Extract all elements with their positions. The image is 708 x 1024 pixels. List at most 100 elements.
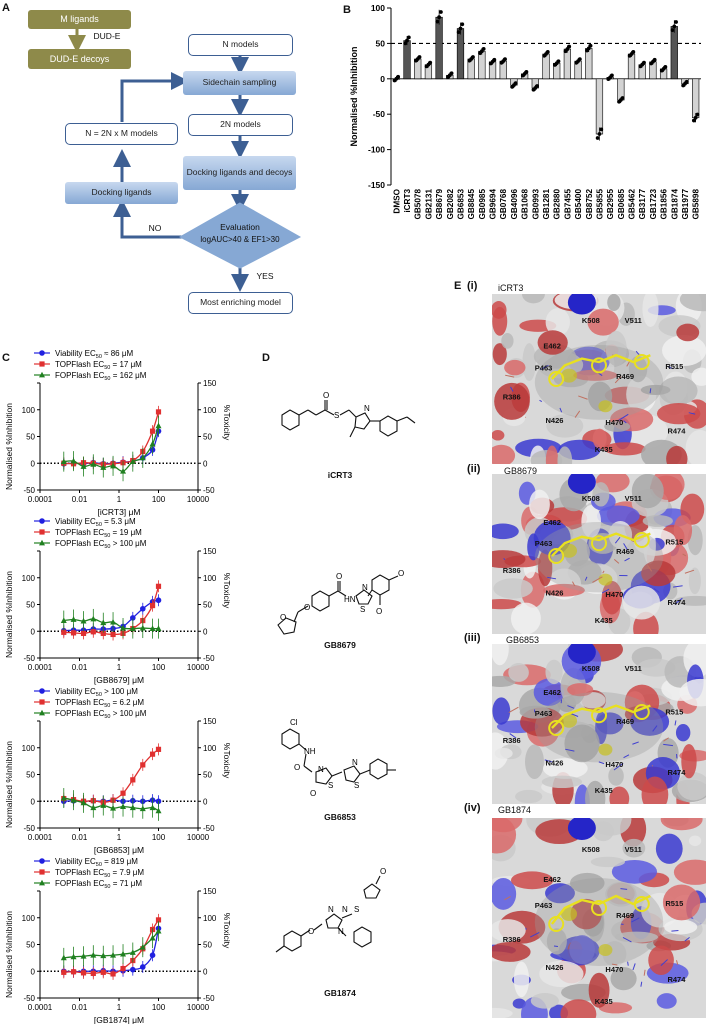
y-tick-label: 0 <box>380 74 385 84</box>
structure-gb1874: O N N N S O <box>275 867 386 953</box>
residue-stick <box>553 945 558 947</box>
dose-response-chart: -50 -50 0 0 50 50 100 100 150 0.0001 0.01 1 100 10000… <box>4 349 232 517</box>
atom-label: S <box>334 411 339 420</box>
ligand-ring <box>633 532 650 548</box>
residue-stick <box>684 936 690 942</box>
residue-label: E462 <box>543 688 561 697</box>
x-tick-label: 10000 <box>187 833 210 842</box>
atom-label: N <box>338 927 344 936</box>
surface-patch <box>590 818 632 836</box>
residue-label: R474 <box>667 768 686 777</box>
surface-patch <box>641 560 676 587</box>
data-point <box>631 50 636 54</box>
legend-label: TOPFlash EC50 = 19 μM <box>55 528 142 539</box>
surface-patch <box>492 675 516 687</box>
atom-label: O <box>336 572 342 581</box>
surface-patch <box>493 578 533 599</box>
surface-patch <box>598 944 613 956</box>
residue-label: H470 <box>605 965 623 974</box>
binding-pocket <box>534 878 664 966</box>
data-point <box>139 964 146 970</box>
residue-stick <box>674 597 683 605</box>
x-tick-label: 100 <box>152 833 166 842</box>
y-tick-label: 100 <box>22 406 36 415</box>
docking-compound: GB6853 <box>506 635 540 645</box>
data-point <box>545 50 550 54</box>
surface-patch <box>492 599 522 610</box>
docking-compound: iCRT3 <box>498 283 524 293</box>
legend-label: Viability EC50 = 5.3 μM <box>55 517 136 528</box>
x-tick-label: GB1723 <box>649 189 658 220</box>
surface-patch <box>569 935 595 965</box>
surface-patch <box>539 960 584 988</box>
data-point <box>691 118 696 123</box>
x-tick-label: 1 <box>117 833 122 842</box>
dose-response-chart: -50 -50 0 0 50 50 100 100 150 0.0001 0.01 1 100 10000… <box>4 517 232 685</box>
panel-d-letter: D <box>262 352 270 364</box>
residue-label: V511 <box>625 316 642 325</box>
data-point <box>458 26 463 31</box>
residue-stick <box>647 564 653 572</box>
dude-label: DUD-E <box>93 31 121 42</box>
data-point <box>535 84 540 88</box>
data-point <box>652 57 657 62</box>
docking-surface: K508 V511 E462 P463 R469 R515 R386 N426 H470 R474… <box>492 818 706 1018</box>
data-point <box>155 625 162 631</box>
data-point <box>129 949 136 955</box>
legend-marker <box>39 361 45 367</box>
surface-patch <box>675 724 691 742</box>
surface-patch <box>603 442 646 456</box>
surface-patch <box>501 332 514 349</box>
structure-label-icrt3: iCRT3 <box>327 470 353 480</box>
residue-label: R515 <box>665 707 683 716</box>
x-tick-label: 0.01 <box>72 833 88 842</box>
data-point <box>693 115 698 120</box>
surface-patch <box>512 998 526 1009</box>
data-point <box>406 35 411 40</box>
x-tick-label: GB5898 <box>692 189 701 220</box>
data-point <box>120 790 126 796</box>
y2-tick-label: 100 <box>203 574 217 583</box>
residue-stick <box>505 374 515 378</box>
residue-label: K435 <box>595 997 613 1006</box>
surface-patch <box>557 446 573 464</box>
legend-marker <box>39 699 45 705</box>
residue-stick <box>574 410 581 418</box>
residue-stick <box>613 762 624 771</box>
atom-label: O <box>308 927 314 936</box>
residue-stick <box>544 759 553 763</box>
x-tick-label: 0.01 <box>72 1003 88 1012</box>
residue-label: K435 <box>595 445 613 454</box>
surface-patch <box>598 400 613 413</box>
surface-patch <box>642 515 673 527</box>
surface-patch <box>681 743 697 779</box>
surface-patch <box>630 707 670 736</box>
residue-label: N426 <box>546 963 564 972</box>
surface-patch <box>662 884 701 921</box>
docking-roman: (i) <box>467 280 478 292</box>
data-point <box>100 464 107 470</box>
surface-patch <box>607 294 621 311</box>
y2-tick-label: 150 <box>203 717 217 726</box>
surface-patch <box>522 343 536 382</box>
residue-label: N426 <box>546 416 564 425</box>
surface-patch <box>533 678 565 706</box>
ligand-ring <box>548 371 565 387</box>
residue-label: R515 <box>665 537 683 546</box>
residue-label: H470 <box>605 590 623 599</box>
data-point <box>405 38 409 43</box>
surface-patch <box>622 585 661 620</box>
residue-label: N426 <box>546 759 564 768</box>
surface-patch <box>648 945 674 975</box>
x-tick-label: GB5855 <box>595 189 604 220</box>
surface-patch <box>587 308 619 336</box>
x-tick-label: 100 <box>152 1003 166 1012</box>
surface-patch <box>585 780 606 804</box>
data-point <box>588 43 593 48</box>
data-point <box>70 616 77 622</box>
x-tick-label: DMSO <box>392 188 401 213</box>
surface-patch <box>508 663 529 682</box>
data-point <box>90 970 96 976</box>
legend-label: FOPFlash EC50 = 71 μM <box>55 879 142 890</box>
surface-patch <box>510 871 554 890</box>
